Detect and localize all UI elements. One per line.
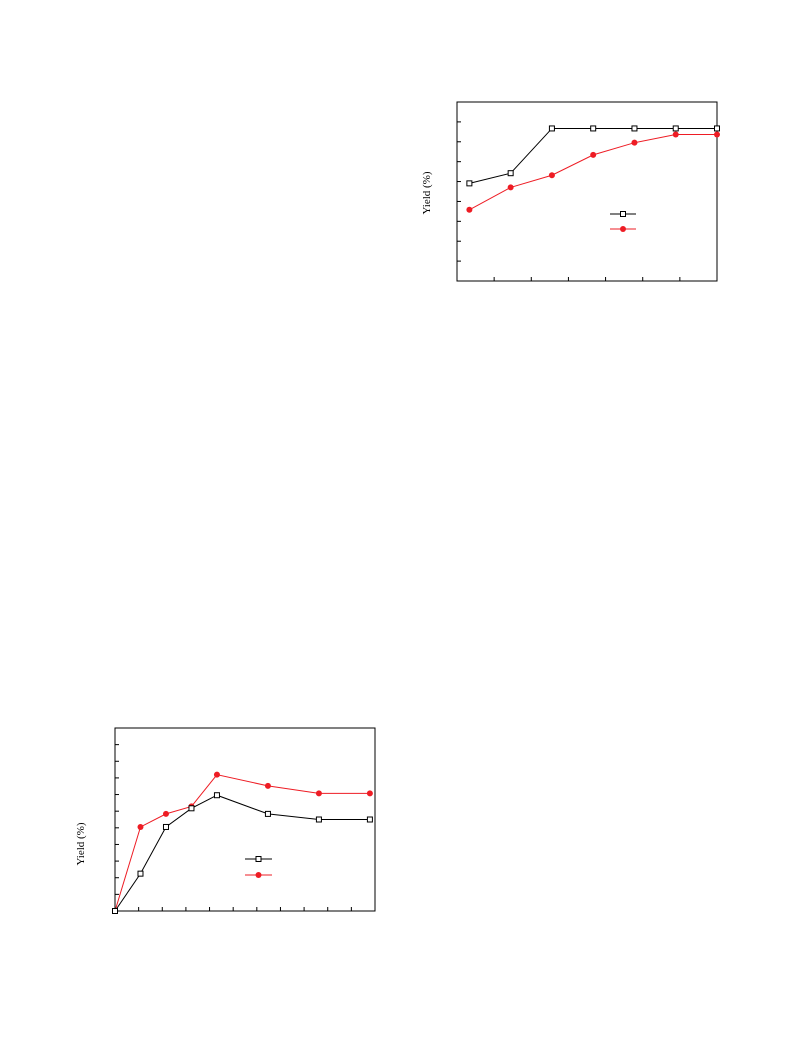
data-point	[315, 816, 322, 823]
data-point	[548, 125, 555, 132]
data-point	[631, 139, 638, 146]
legend-marker-0	[620, 211, 626, 217]
data-point	[315, 790, 322, 797]
y-axis-label: Yield (%)	[75, 822, 87, 865]
legend	[610, 211, 636, 232]
plot-frame	[456, 101, 718, 282]
data-point	[264, 810, 271, 817]
data-point	[366, 790, 373, 797]
data-point	[466, 206, 473, 213]
data-point	[590, 125, 597, 132]
data-point	[264, 782, 271, 789]
data-point	[672, 131, 679, 138]
y-axis-ticks	[457, 121, 461, 262]
data-point	[507, 184, 514, 191]
y-axis-label: Yield (%)	[421, 171, 433, 214]
data-point	[714, 125, 720, 132]
data-point	[137, 823, 144, 830]
legend-marker-0	[255, 856, 262, 862]
y-axis-ticks	[115, 744, 119, 895]
data-point	[507, 170, 514, 177]
data-point	[714, 131, 720, 138]
data-point	[366, 816, 373, 823]
chart-top: Yield (%)	[421, 101, 720, 282]
legend-marker-1	[255, 872, 262, 878]
data-point	[548, 172, 555, 179]
series-line-0	[114, 794, 370, 912]
data-point	[137, 870, 144, 877]
data-point	[213, 792, 220, 799]
x-axis-ticks	[138, 907, 352, 911]
data-point	[631, 125, 638, 132]
series-line-1	[469, 134, 717, 211]
data-point	[162, 823, 169, 830]
series-layer	[466, 125, 720, 213]
data-point	[672, 125, 679, 132]
data-point	[466, 180, 473, 187]
data-point	[213, 771, 220, 778]
legend	[245, 856, 272, 878]
series-line-1	[114, 774, 370, 912]
data-point	[112, 908, 118, 914]
data-point	[590, 151, 597, 158]
x-axis-ticks	[493, 277, 681, 281]
series-layer	[112, 771, 373, 914]
data-point	[162, 810, 169, 817]
legend-marker-1	[620, 226, 626, 232]
data-point	[188, 805, 195, 812]
plot-frame	[114, 727, 376, 912]
chart-bottom: Yield (%)	[75, 727, 376, 914]
